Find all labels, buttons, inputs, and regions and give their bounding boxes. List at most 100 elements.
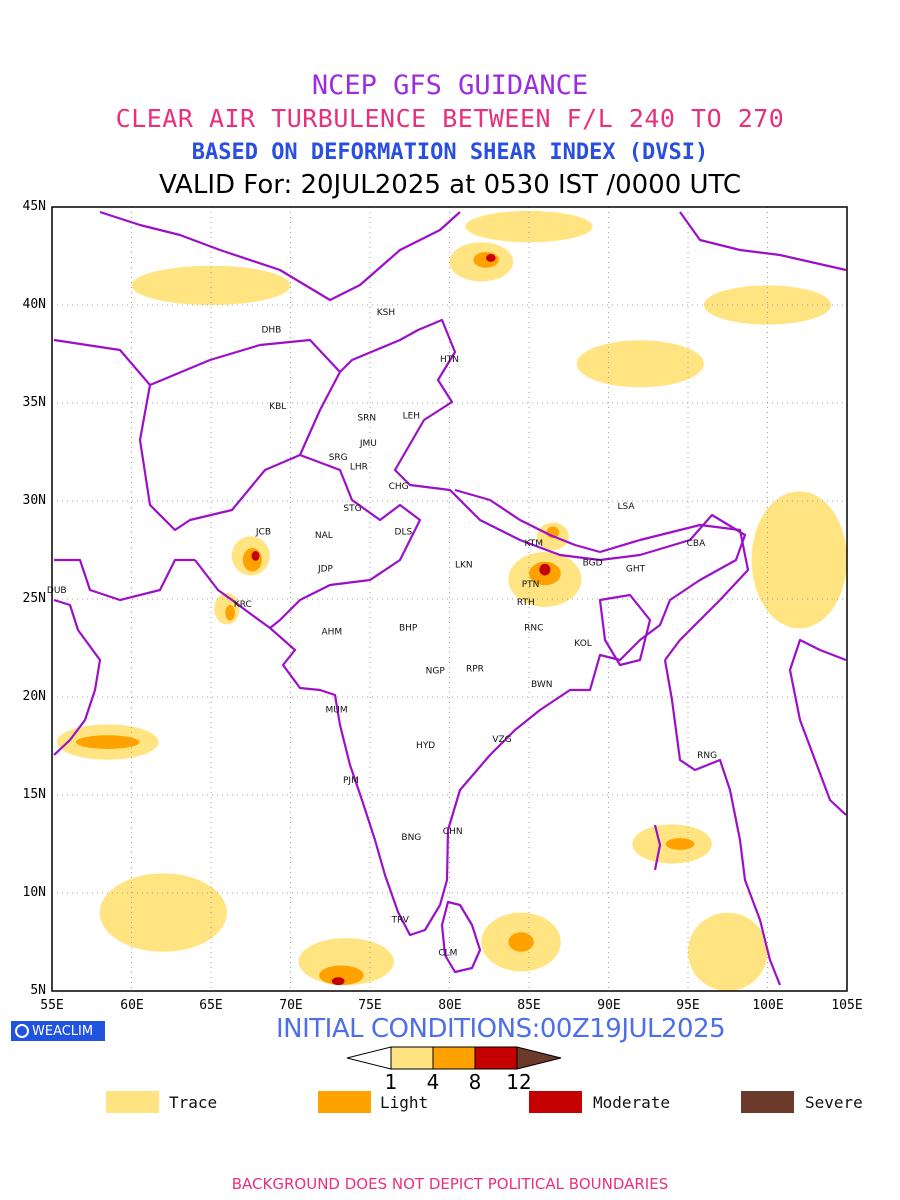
station-label-dhb: DHB xyxy=(261,325,281,335)
turbulence-area-level-1 xyxy=(688,912,768,991)
boundary-west xyxy=(53,338,341,387)
boundary-china-north xyxy=(679,211,847,272)
lat-tick-45n: 45N xyxy=(22,199,46,214)
turbulence-area-level-2 xyxy=(225,604,235,621)
turbulence-area-level-2 xyxy=(473,252,499,268)
colorbar-tick-1: 1 xyxy=(384,1070,398,1094)
boundary-bangladesh xyxy=(598,593,652,667)
station-label-kbl: KBL xyxy=(269,402,286,412)
lon-tick-90e: 90E xyxy=(597,998,621,1013)
legend-label-moderate: Moderate xyxy=(593,1093,671,1112)
station-label-bgd: BGD xyxy=(583,559,603,569)
station-label-chg: CHG xyxy=(389,482,409,492)
station-label-jcb: JCB xyxy=(255,527,271,537)
turbulence-field-layer xyxy=(56,210,847,991)
colorbar-tick-8: 8 xyxy=(468,1070,482,1094)
station-label-bng: BNG xyxy=(401,833,421,843)
boundary-afghan xyxy=(138,371,341,532)
legend-swatch-light xyxy=(318,1091,371,1113)
lat-tick-25n: 25N xyxy=(22,591,46,606)
lat-lon-grid xyxy=(52,207,847,991)
station-label-pjm: PJM xyxy=(343,776,359,786)
station-label-vzg: VZG xyxy=(492,735,511,745)
weaclim-logo: WEACLIM xyxy=(11,1021,105,1041)
boundary-northeast xyxy=(599,523,750,661)
colorbar-light xyxy=(432,1046,476,1070)
coastline-sri-lanka xyxy=(440,900,482,974)
station-label-ktm: KTM xyxy=(525,539,543,549)
lat-tick-30n: 30N xyxy=(22,493,46,508)
colorbar-max-arrow xyxy=(516,1046,562,1070)
station-label-lsa: LSA xyxy=(617,502,635,512)
station-label-srn: SRN xyxy=(357,414,376,424)
colorbar-min-arrow xyxy=(346,1046,392,1070)
colorbar-moderate xyxy=(474,1046,518,1070)
lat-tick-15n: 15N xyxy=(22,787,46,802)
colorbar-tick-4: 4 xyxy=(426,1070,440,1094)
boundary-nepal xyxy=(454,488,601,554)
turbulence-area-level-2 xyxy=(319,965,364,986)
turbulence-area-level-2 xyxy=(75,735,140,749)
station-label-clm: CLM xyxy=(438,949,457,959)
station-label-rpr: RPR xyxy=(466,665,484,675)
station-label-ght: GHT xyxy=(626,565,646,575)
station-label-rth: RTH xyxy=(517,598,535,608)
station-label-krc: KRC xyxy=(234,600,252,610)
colorbar-trace xyxy=(390,1046,434,1070)
colorbar xyxy=(346,1046,562,1070)
station-label-chn: CHN xyxy=(443,827,463,837)
lon-tick-100e: 100E xyxy=(752,998,784,1013)
lon-tick-80e: 80E xyxy=(438,998,462,1013)
method-caption: BASED ON DEFORMATION SHEAR INDEX (DVSI) xyxy=(191,140,709,165)
boundary-iran xyxy=(54,558,195,602)
chart-title: NCEP GFS GUIDANCE xyxy=(311,70,589,101)
station-label-stg: STG xyxy=(343,504,361,514)
station-label-lkn: LKN xyxy=(455,561,473,571)
lon-tick-70e: 70E xyxy=(279,998,303,1013)
station-label-rnc: RNC xyxy=(524,623,543,633)
legend-swatch-trace xyxy=(106,1091,159,1113)
lon-tick-105e: 105E xyxy=(831,998,863,1013)
station-label-leh: LEH xyxy=(403,412,420,422)
map-frame xyxy=(51,206,848,992)
turbulence-area-level-3 xyxy=(251,550,260,561)
lat-tick-5n: 5N xyxy=(30,983,46,998)
station-label-dub: DUB xyxy=(47,586,67,596)
station-label-lhr: LHR xyxy=(350,463,368,473)
turbulence-area-level-3 xyxy=(539,563,551,576)
colorbar-tick-12: 12 xyxy=(506,1070,532,1094)
turbulence-area-level-3 xyxy=(486,254,496,262)
boundary-pak-india xyxy=(269,453,422,629)
turbulence-area-level-2 xyxy=(508,932,534,952)
turbulence-area-level-2 xyxy=(665,838,695,850)
boundary-central-asia xyxy=(99,210,461,302)
station-label-ptn: PTN xyxy=(522,580,540,590)
station-label-rng: RNG xyxy=(697,751,717,761)
turbulence-area-level-2 xyxy=(242,548,262,572)
turbulence-area-level-1 xyxy=(131,265,291,305)
station-label-trv: TRV xyxy=(390,915,409,925)
lon-tick-65e: 65E xyxy=(199,998,223,1013)
turbulence-area-level-1 xyxy=(751,491,847,629)
initial-conditions: INITIAL CONDITIONS:00Z19JUL2025 xyxy=(276,1014,726,1044)
lat-tick-40n: 40N xyxy=(22,297,46,312)
lat-tick-35n: 35N xyxy=(22,395,46,410)
station-label-kol: KOL xyxy=(574,639,592,649)
legend-swatch-severe xyxy=(741,1091,794,1113)
disclaimer-footer: BACKGROUND DOES NOT DEPICT POLITICAL BOU… xyxy=(231,1175,669,1193)
legend-swatch-moderate xyxy=(529,1091,582,1113)
legend-label-light: Light xyxy=(380,1093,429,1112)
station-label-srg: SRG xyxy=(329,453,348,463)
lon-tick-55e: 55E xyxy=(40,998,64,1013)
turbulence-area-level-3 xyxy=(331,977,345,986)
station-label-jdp: JDP xyxy=(317,565,334,575)
station-label-jmu: JMU xyxy=(359,439,377,449)
turbulence-area-level-1 xyxy=(99,873,227,952)
lat-tick-20n: 20N xyxy=(22,689,46,704)
coastline-india xyxy=(194,318,747,937)
station-label-dls: DLS xyxy=(395,527,413,537)
station-label-cba: CBA xyxy=(687,539,706,549)
coastline-myanmar xyxy=(663,659,782,986)
legend-label-trace: Trace xyxy=(169,1093,218,1112)
